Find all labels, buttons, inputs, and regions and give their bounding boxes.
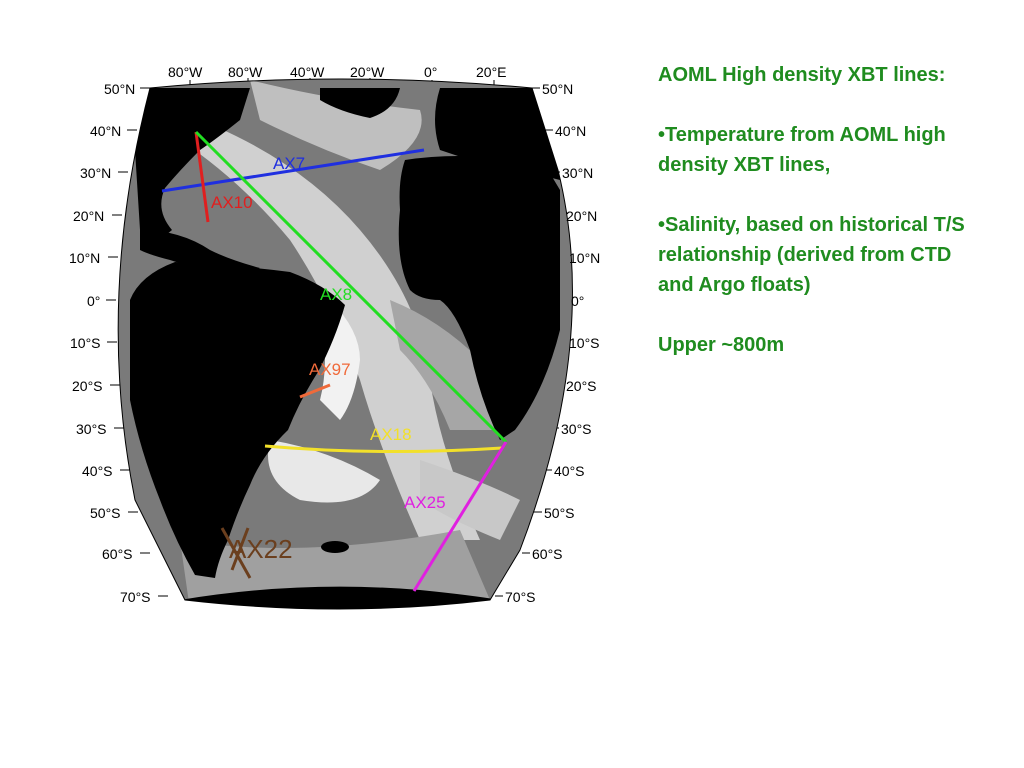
notes-bullet-salinity-text: Salinity, based on historical T/S relati… — [658, 214, 965, 296]
lat-label-right: 20°N — [566, 208, 597, 224]
lat-label-left: 40°N — [90, 123, 121, 139]
lat-label-left: 40°S — [82, 463, 113, 479]
latitude-labels-left: 50°N 40°N 30°N 20°N 10°N 0° 10°S 20°S 30… — [69, 81, 151, 605]
latitude-labels-right: 50°N 40°N 30°N 20°N 10°N 0° 10°S 20°S 30… — [505, 81, 600, 605]
lon-label-40w: 40°W — [290, 64, 325, 80]
lat-label-right: 10°N — [569, 250, 600, 266]
lat-label-left: 50°S — [90, 505, 121, 521]
lat-label-right: 70°S — [505, 589, 536, 605]
notes-bullet-salinity: Salinity, based on historical T/S relati… — [658, 210, 988, 300]
lon-label-20e: 20°E — [476, 64, 507, 80]
lat-label-right: 30°N — [562, 165, 593, 181]
ax97-label: AX97 — [309, 360, 351, 379]
ax25-line — [412, 441, 508, 592]
ax22-line-b — [230, 527, 250, 571]
lat-label-right: 60°S — [532, 546, 563, 562]
ax22-label: AX22 — [229, 534, 293, 564]
lat-label-left: 70°S — [120, 589, 151, 605]
lat-label-right: 50°N — [542, 81, 573, 97]
ax10-line — [194, 131, 210, 223]
ax7-line — [161, 148, 425, 193]
ax8-line — [194, 130, 508, 444]
lat-label-right: 10°S — [569, 335, 600, 351]
lat-label-left: 30°S — [76, 421, 107, 437]
ax18-line — [264, 444, 503, 454]
lat-label-right: 0° — [571, 293, 584, 309]
notes-depth: Upper ~800m — [658, 334, 785, 356]
lat-label-right: 20°S — [566, 378, 597, 394]
ocean-bathymetry — [118, 79, 573, 609]
lat-label-right: 50°S — [544, 505, 575, 521]
lat-label-left: 0° — [87, 293, 100, 309]
lat-label-left: 10°S — [70, 335, 101, 351]
lat-label-left: 60°S — [102, 546, 133, 562]
lat-label-right: 40°S — [554, 463, 585, 479]
lon-label-80w-b: 80°W — [228, 64, 263, 80]
ax7-label: AX7 — [273, 154, 305, 173]
lat-label-right: 30°S — [561, 421, 592, 437]
lon-label-80w-a: 80°W — [168, 64, 203, 80]
lon-label-20w: 20°W — [350, 64, 385, 80]
ax25-label: AX25 — [404, 493, 446, 512]
lat-label-left: 10°N — [69, 250, 100, 266]
notes-bullet-temperature: Temperature from AOML high density XBT l… — [658, 120, 988, 180]
lat-label-left: 20°S — [72, 378, 103, 394]
notes-title: AOML High density XBT lines: — [658, 64, 946, 86]
ax22-line-a — [220, 527, 252, 579]
ax10-label: AX10 — [211, 193, 253, 212]
ax97-line — [299, 383, 331, 399]
notes-panel: AOML High density XBT lines: Temperature… — [658, 60, 988, 390]
xbt-lines — [161, 130, 508, 592]
notes-bullet-temperature-text: Temperature from AOML high density XBT l… — [658, 124, 946, 176]
lat-label-left: 20°N — [73, 208, 104, 224]
atlantic-xbt-map: AX7 AX10 AX8 AX97 AX18 AX25 AX22 80°W 80… — [69, 64, 600, 610]
lat-label-left: 30°N — [80, 165, 111, 181]
ax8-label: AX8 — [320, 285, 352, 304]
ax18-label: AX18 — [370, 425, 412, 444]
lat-label-left: 50°N — [104, 81, 135, 97]
lon-label-0: 0° — [424, 64, 437, 80]
lat-label-right: 40°N — [555, 123, 586, 139]
